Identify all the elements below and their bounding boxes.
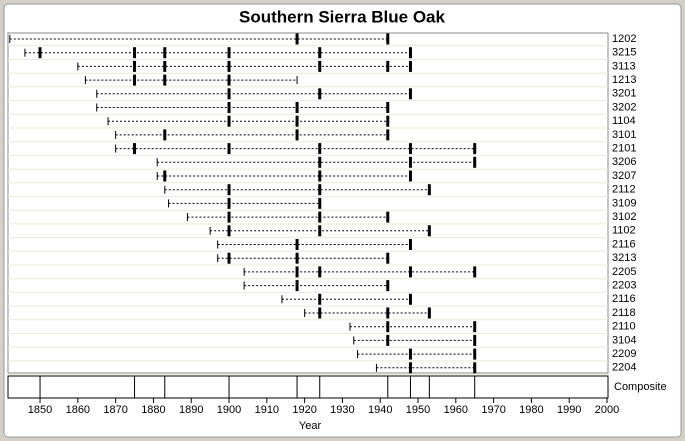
series-label: 2110 [612,321,636,333]
series-label: 2209 [612,348,636,360]
x-tick-label: 1940 [368,404,392,416]
series-label: 3202 [612,101,636,113]
series-label: 3102 [612,211,636,223]
x-tick-label: 1880 [141,404,165,416]
series-label: 2203 [612,280,636,292]
x-tick-label: 2000 [595,404,619,416]
series-label: 2118 [612,307,636,319]
composite-box [7,375,609,399]
series-label: 1202 [612,33,636,45]
plot-box [7,32,609,374]
x-tick-label: 1970 [481,404,505,416]
x-axis-label: Year [299,420,322,432]
series-label: 2204 [612,362,636,374]
series-label: 1213 [612,74,636,86]
series-label: 3101 [612,129,636,141]
x-tick-label: 1930 [330,404,354,416]
x-tick-label: 1910 [255,404,279,416]
composite-label: Composite [614,381,667,393]
series-label: 3213 [612,252,636,264]
x-tick-label: 1900 [217,404,241,416]
x-tick-label: 1860 [66,404,90,416]
series-label: 3201 [612,88,636,100]
series-label: 3206 [612,156,636,168]
x-tick-label: 1890 [179,404,203,416]
series-label: 1104 [612,115,636,127]
series-label: 2116 [612,293,636,305]
x-tick-label: 1870 [103,404,127,416]
x-tick-label: 1920 [292,404,316,416]
series-label: 2205 [612,266,636,278]
series-label: 1102 [612,225,636,237]
series-label: 3215 [612,47,636,59]
x-tick-label: 1950 [406,404,430,416]
x-tick-label: 1980 [519,404,543,416]
x-tick-label: 1990 [557,404,581,416]
series-label: 2112 [612,184,636,196]
series-label: 3109 [612,197,636,209]
series-label: 3207 [612,170,636,182]
series-label: 3104 [612,334,636,346]
series-label: 2101 [612,143,636,155]
x-tick-label: 1960 [444,404,468,416]
chart-title: Southern Sierra Blue Oak [239,7,445,26]
panel [3,3,682,438]
series-label: 3113 [612,60,636,72]
series-label: 2116 [612,238,636,250]
x-tick-label: 1850 [28,404,52,416]
